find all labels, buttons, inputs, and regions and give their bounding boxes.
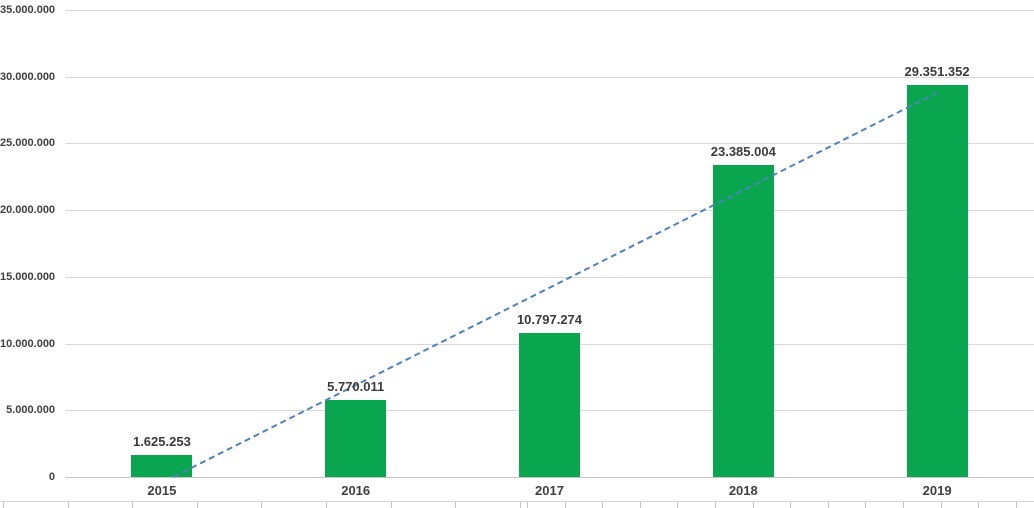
column-border-tick xyxy=(978,502,979,508)
column-border-tick xyxy=(261,502,262,508)
x-axis-tick-label: 2017 xyxy=(535,483,564,498)
y-axis-tick-label: 20.000.000 xyxy=(0,204,56,217)
gridline xyxy=(65,276,1034,278)
x-axis-tick-label: 2015 xyxy=(147,483,177,498)
y-axis-tick-label: 10.000.000 xyxy=(0,337,56,350)
column-border-tick xyxy=(941,502,942,508)
column-border-tick xyxy=(197,502,198,508)
column-border-tick xyxy=(565,502,566,508)
column-border-tick xyxy=(527,502,528,508)
data-label: 23.385.004 xyxy=(710,143,776,159)
x-axis-tick-label: 2019 xyxy=(922,483,952,498)
column-border-tick xyxy=(790,502,791,508)
column-border-tick xyxy=(865,502,866,508)
column-border-tick xyxy=(753,502,754,508)
bar-2015[interactable] xyxy=(131,455,193,477)
column-border-tick xyxy=(68,502,69,508)
column-border-tick xyxy=(3,502,4,508)
data-label: 5.770.011 xyxy=(327,379,385,394)
column-border-tick xyxy=(455,502,456,508)
gridline xyxy=(65,10,1034,11)
column-border-tick xyxy=(1016,502,1017,508)
column-border-tick xyxy=(602,502,603,508)
column-border-tick xyxy=(903,502,904,508)
y-axis-tick-label: 15.000.000 xyxy=(0,270,56,283)
y-axis-tick-label: 5.000.000 xyxy=(6,404,55,417)
column-border-tick xyxy=(326,502,327,508)
data-label: 29.351.352 xyxy=(904,64,970,80)
y-axis-tick-label: 30.000.000 xyxy=(0,70,56,83)
column-border-tick xyxy=(391,502,392,508)
gridline xyxy=(65,143,1034,145)
gridline xyxy=(65,477,1034,478)
y-axis-tick-label: 0 xyxy=(48,471,55,483)
bar-2016[interactable] xyxy=(325,400,387,477)
x-axis-tick-label: 2016 xyxy=(341,483,371,498)
column-border-tick xyxy=(640,502,641,508)
y-axis-tick-label: 25.000.000 xyxy=(0,137,56,150)
gridline xyxy=(65,76,1034,78)
data-label: 10.797.274 xyxy=(516,311,583,327)
column-border-tick xyxy=(132,502,133,508)
bar-2019[interactable] xyxy=(906,85,968,477)
y-axis-tick-label: 35.000.000 xyxy=(0,4,56,16)
x-axis-tick-label: 2018 xyxy=(728,483,758,498)
data-label: 1.625.253 xyxy=(132,434,191,450)
column-border-tick xyxy=(828,502,829,508)
bar-2017[interactable] xyxy=(519,332,580,477)
column-border-tick xyxy=(677,502,678,508)
column-border-tick xyxy=(715,502,716,508)
column-border-tick xyxy=(520,502,521,508)
gridline xyxy=(65,210,1034,212)
spreadsheet-row-border xyxy=(0,501,1034,502)
bar-2018[interactable] xyxy=(712,164,774,477)
